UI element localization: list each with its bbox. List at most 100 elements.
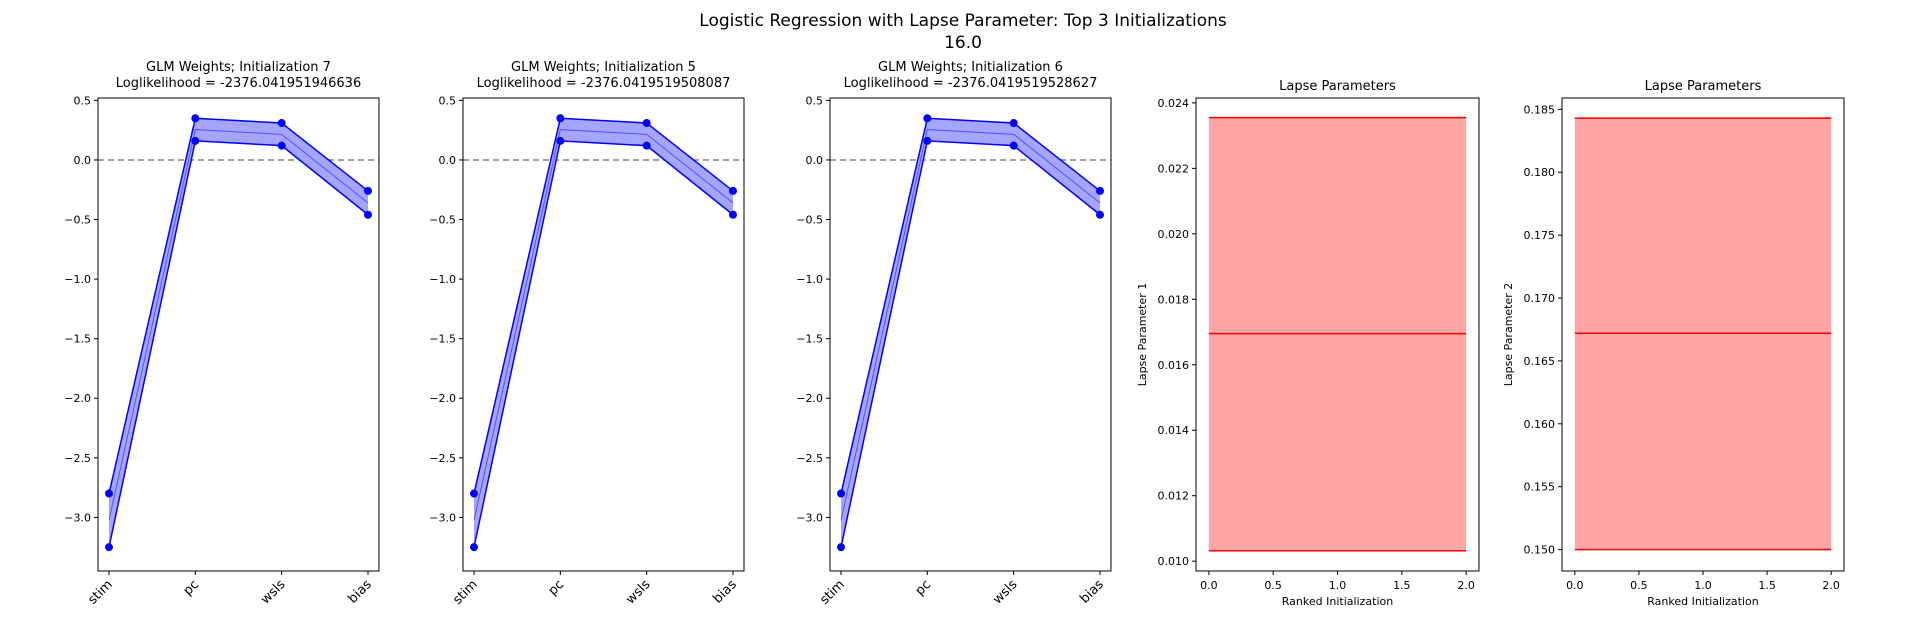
weight-point [364,186,372,195]
x-tick-label: 0.5 [1264,579,1282,592]
y-tick-label: −3.0 [64,511,91,524]
subplot-4: Lapse Parameters0.0100.0120.0140.0160.01… [1136,79,1480,608]
axes-frame [1561,97,1845,572]
subplot-3: GLM Weights; Initialization 6Loglikeliho… [796,60,1112,608]
weight-point [105,489,113,498]
weight-point [277,141,286,150]
weights-upper-line [840,117,1101,494]
weight-point [1096,210,1104,219]
y-tick-label: 0.024 [1158,97,1190,110]
subplot-subtitle: Loglikelihood = -2376.0419519508087 [477,76,731,91]
figure-subtitle: 16.0 [944,33,982,53]
subplot-5: Lapse Parameters 0.150 0.155 0.160 0.165 0.17… [1502,79,1845,608]
y-tick-label: −2.5 [429,452,456,465]
subplot-title: GLM Weights; Initialization 7 [146,60,331,75]
y-tick-label: 0.185 [1524,103,1556,116]
x-tick-label: bias [1077,577,1107,607]
y-tick-label: 0.022 [1158,162,1190,175]
y-tick-label: 0.016 [1158,359,1190,372]
y-tick-label: −1.0 [429,273,456,286]
y-tick-label: 0.180 [1524,166,1556,179]
weight-point [1009,141,1018,150]
weight-point [191,114,200,123]
x-tick-label: stim [85,577,116,608]
x-tick-label: wsls [258,577,288,607]
weight-point [556,114,565,123]
weights-upper-line [473,117,734,494]
weights-mean-line [108,129,369,521]
y-tick-label: −0.5 [429,214,456,227]
x-tick-label: 0.0 [1566,579,1584,592]
x-tick-label: bias [345,577,375,607]
weight-point [642,141,651,150]
subplot-subtitle: Loglikelihood = -2376.041951946636 [116,76,361,91]
x-tick-label: bias [710,577,740,607]
y-tick-label: −1.0 [796,273,823,286]
weight-point [729,210,737,219]
weights-lower-line [840,140,1101,548]
x-tick-label: 0.0 [1200,579,1218,592]
weight-point [1009,119,1018,128]
y-tick-label: 0.020 [1158,228,1190,241]
x-tick-label: pc [546,577,568,599]
y-tick-label: 0.010 [1158,555,1190,568]
x-axis-label: Ranked Initialization [1282,595,1393,608]
y-tick-label: 0.150 [1524,544,1556,557]
y-tick-label: −2.0 [796,392,823,405]
weights-mean-line [473,129,734,521]
subplots: GLM Weights; Initialization 7Loglikeliho… [64,60,1845,608]
x-tick-label: stim [817,577,848,608]
y-tick-label: −2.5 [796,452,823,465]
weights-band [474,118,733,548]
y-tick-label: 0.170 [1524,292,1556,305]
y-tick-label: 0.160 [1524,418,1556,431]
weight-point [191,136,200,145]
y-tick-label: −1.0 [64,273,91,286]
y-tick-label: 0.165 [1524,355,1556,368]
x-tick-label: 1.0 [1694,579,1712,592]
weight-point [837,543,845,552]
y-tick-label: −3.0 [429,511,456,524]
weight-point [105,543,113,552]
weight-point [923,136,932,145]
y-tick-label: −2.0 [64,392,91,405]
weight-point [837,489,845,498]
weight-point [556,136,565,145]
figure-title: Logistic Regression with Lapse Parameter… [699,11,1227,31]
y-tick-label: 0.5 [74,94,92,107]
axes-frame [1195,97,1480,572]
y-tick-label: −0.5 [796,214,823,227]
y-tick-label: −1.5 [64,333,91,346]
y-tick-label: 0.014 [1158,424,1190,437]
weight-point [923,114,932,123]
weights-lower-line [473,140,734,548]
subplot-title: Lapse Parameters [1645,79,1762,94]
y-tick-label: 0.175 [1524,229,1556,242]
weight-point [729,186,737,195]
x-tick-label: stim [450,577,481,608]
y-tick-label: −0.5 [64,214,91,227]
y-tick-label: −1.5 [429,333,456,346]
weight-point [642,119,651,128]
subplot-title: GLM Weights; Initialization 6 [878,60,1063,75]
y-tick-label: 0.155 [1524,481,1556,494]
x-tick-label: wsls [990,577,1020,607]
y-tick-label: 0.0 [806,154,824,167]
subplot-1: GLM Weights; Initialization 7Loglikeliho… [64,60,380,608]
x-tick-label: 2.0 [1822,579,1840,592]
y-tick-label: 0.5 [806,94,824,107]
weight-point [1096,186,1104,195]
y-tick-label: 0.5 [439,94,457,107]
x-tick-label: wsls [623,577,653,607]
y-axis-label: Lapse Parameter 2 [1502,283,1515,387]
x-tick-label: 1.5 [1758,579,1776,592]
x-tick-label: 2.0 [1457,579,1475,592]
y-axis-label: Lapse Parameter 1 [1136,283,1149,387]
x-tick-label: 1.5 [1393,579,1411,592]
x-tick-label: 1.0 [1329,579,1347,592]
x-axis-label: Ranked Initialization [1647,595,1758,608]
y-tick-label: −1.5 [796,333,823,346]
weights-upper-line [108,117,369,494]
x-tick-label: 0.5 [1630,579,1648,592]
